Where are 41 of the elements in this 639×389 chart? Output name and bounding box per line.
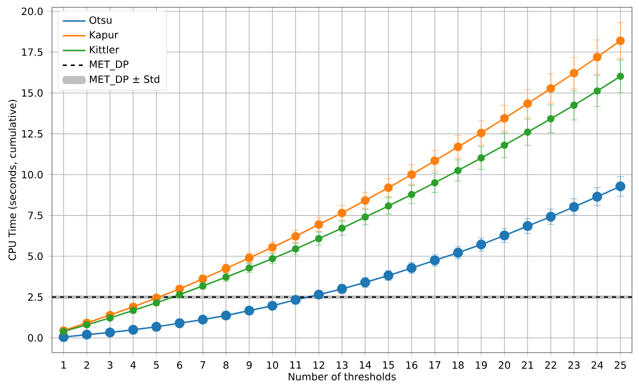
x-axis-title: Number of thresholds: [288, 372, 396, 380]
x-tick-label: 24: [592, 361, 603, 369]
y-tick-label: 0.0: [28, 334, 43, 342]
x-tick-label: 3: [108, 361, 112, 369]
x-tick-label: 19: [476, 361, 487, 369]
y-tick-label: 15.0: [22, 89, 43, 97]
x-tick-label: 13: [336, 361, 348, 369]
y-tick-label: 12.5: [22, 130, 42, 138]
x-tick-label: 11: [290, 361, 302, 369]
legend-label: MET_DP: [90, 60, 128, 70]
x-tick-label: 6: [177, 361, 182, 369]
legend-label: MET_DP ± Std: [90, 75, 160, 86]
x-tick-label: 9: [246, 361, 252, 369]
x-tick-label: 10: [267, 361, 278, 369]
x-tick-label: 18: [452, 361, 464, 369]
x-tick-label: 22: [545, 361, 556, 369]
y-tick-label: 17.5: [22, 48, 42, 56]
x-tick-label: 16: [406, 361, 418, 369]
y-tick-label: 7.5: [28, 212, 42, 220]
x-tick-label: 23: [568, 361, 580, 369]
x-tick-label: 14: [360, 361, 371, 369]
y-tick-label: 2.5: [28, 293, 42, 301]
x-tick-label: 1: [62, 361, 66, 369]
x-tick-label: 21: [522, 361, 534, 369]
legend-label: Kapur: [90, 31, 118, 40]
x-tick-label: 8: [223, 361, 228, 369]
y-tick-label: 5.0: [28, 252, 43, 260]
y-tick-label: 20.0: [22, 8, 43, 16]
x-tick-label: 7: [200, 361, 206, 369]
x-tick-label: 17: [430, 361, 440, 369]
x-tick-label: 5: [154, 361, 159, 369]
x-tick-label: 15: [383, 361, 394, 369]
x-tick-label: 25: [614, 361, 626, 369]
x-tick-label: 20: [498, 361, 510, 369]
legend-label: Kittler: [90, 46, 120, 54]
y-axis-title: CPU Time (seconds, cumulative): [8, 100, 18, 260]
x-tick-label: 2: [84, 361, 89, 369]
legend-label: Otsu: [90, 16, 112, 24]
y-tick-label: 10.0: [22, 170, 43, 178]
x-tick-label: 4: [130, 361, 136, 369]
x-tick-label: 12: [314, 361, 324, 369]
